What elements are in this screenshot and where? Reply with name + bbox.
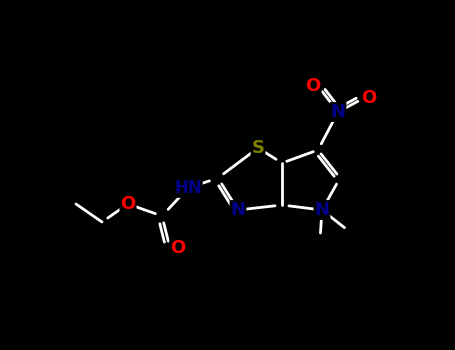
Text: N: N xyxy=(231,201,246,219)
Text: N: N xyxy=(330,103,345,121)
Text: S: S xyxy=(252,139,264,157)
Text: O: O xyxy=(305,77,321,95)
Text: O: O xyxy=(170,239,186,257)
Text: O: O xyxy=(361,89,377,107)
Text: N: N xyxy=(314,201,329,219)
Text: HN: HN xyxy=(174,179,202,197)
Text: O: O xyxy=(121,195,136,213)
